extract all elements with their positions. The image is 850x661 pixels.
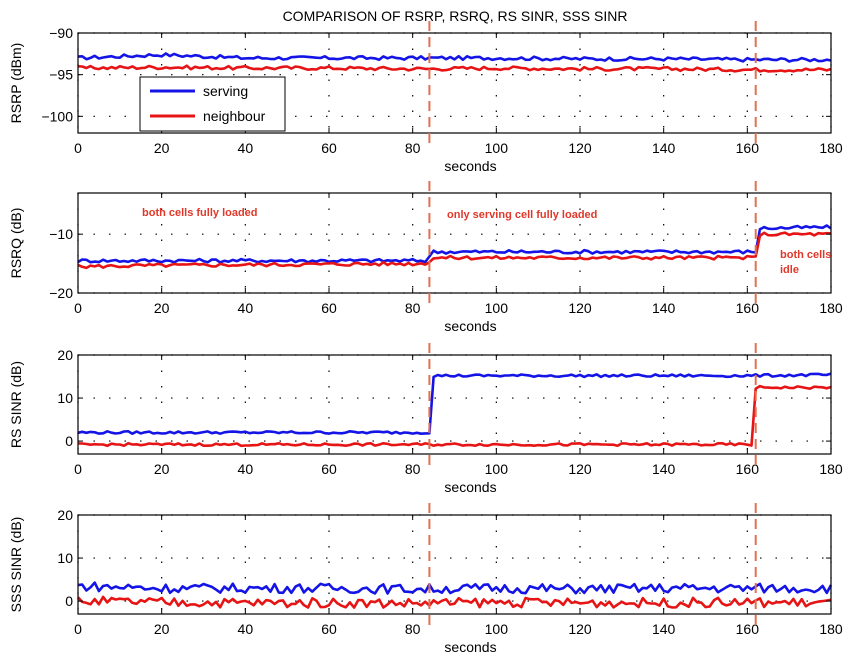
plot-frame	[77, 354, 832, 455]
x-tick-label: 60	[321, 300, 337, 316]
x-tick-label: 140	[652, 461, 676, 477]
x-tick-label: 160	[736, 461, 760, 477]
series-line-neighbour	[77, 64, 832, 73]
x-tick-label: 160	[736, 140, 760, 156]
x-tick-label: 40	[238, 461, 254, 477]
y-tick-label: −90	[49, 25, 73, 41]
x-tick-label: 80	[405, 621, 421, 637]
series-line-neighbour	[77, 595, 832, 609]
x-tick-label: 40	[238, 621, 254, 637]
figure-title: COMPARISON OF RSRP, RSRQ, RS SINR, SSS S…	[283, 8, 628, 24]
x-tick-label: 40	[238, 140, 254, 156]
annotation-both-loaded: both cells fully loaded	[142, 207, 258, 219]
x-tick-label: 80	[405, 461, 421, 477]
series-line-serving	[77, 52, 832, 63]
x-tick-label: 120	[568, 621, 592, 637]
y-tick-label: 0	[65, 433, 73, 449]
x-tick-label: 100	[485, 300, 509, 316]
x-tick-label: 100	[485, 140, 509, 156]
x-tick-label: 0	[74, 461, 82, 477]
x-axis-label: seconds	[444, 639, 496, 655]
x-tick-label: 180	[819, 621, 843, 637]
annotation-both-idle-line2: idle	[780, 264, 799, 276]
y-tick-label: −20	[49, 285, 73, 301]
x-tick-label: 140	[652, 140, 676, 156]
annotations: both cells fully loaded only serving cell…	[142, 207, 831, 276]
y-axis-label: RS SINR (dB)	[8, 361, 24, 448]
x-tick-label: 180	[819, 140, 843, 156]
x-tick-label: 20	[154, 140, 170, 156]
series-line-serving	[77, 581, 833, 595]
x-axis-label: seconds	[444, 318, 496, 334]
x-tick-label: 20	[154, 461, 170, 477]
y-axis-label: SSS SINR (dB)	[8, 517, 24, 613]
series-line-serving	[77, 224, 832, 264]
panel-1: 0 20 40 60 80 100 120 140 160 180 −90 −95 −100 second…	[8, 21, 843, 174]
x-tick-label: 180	[819, 300, 843, 316]
x-tick-label: 160	[736, 621, 760, 637]
legend-label-serving: serving	[203, 83, 248, 99]
series-line-neighbour	[77, 384, 832, 448]
plot-frame	[77, 192, 832, 294]
y-tick-label: 10	[57, 550, 73, 566]
y-tick-label: −95	[49, 67, 73, 83]
x-tick-label: 120	[568, 300, 592, 316]
y-axis-label: RSRP (dBm)	[8, 43, 24, 124]
x-tick-label: 180	[819, 461, 843, 477]
x-tick-label: 120	[568, 461, 592, 477]
y-tick-label: −100	[41, 108, 73, 124]
panel-2: 0 20 40 60 80 100 120 140 160 180 −10 −20 seconds RSR…	[8, 181, 843, 334]
x-tick-label: 20	[154, 621, 170, 637]
x-tick-label: 0	[74, 621, 82, 637]
x-tick-label: 100	[485, 621, 509, 637]
y-tick-label: 20	[57, 507, 73, 523]
plot-frame	[77, 32, 832, 134]
y-tick-label: 10	[57, 390, 73, 406]
x-tick-label: 0	[74, 140, 82, 156]
x-tick-label: 160	[736, 300, 760, 316]
legend-box	[139, 76, 286, 132]
y-axis-label: RSRQ (dB)	[8, 208, 24, 279]
legend-label-neighbour: neighbour	[203, 108, 266, 124]
legend: serving neighbour	[139, 76, 286, 132]
x-axis-label: seconds	[444, 158, 496, 174]
x-tick-label: 80	[405, 300, 421, 316]
x-tick-label: 60	[321, 621, 337, 637]
x-tick-label: 120	[568, 140, 592, 156]
series-line-serving	[77, 372, 832, 436]
series-line-neighbour	[77, 231, 832, 270]
x-axis-label: seconds	[444, 479, 496, 495]
x-tick-label: 40	[238, 300, 254, 316]
plot-frame	[77, 514, 832, 615]
y-tick-label: −10	[49, 226, 73, 242]
panel-4: 0 20 40 60 80 100 120 140 160 18020100secondsSSS …	[8, 503, 843, 655]
x-tick-label: 20	[154, 300, 170, 316]
x-tick-label: 80	[405, 140, 421, 156]
x-tick-label: 140	[652, 300, 676, 316]
x-tick-label: 60	[321, 140, 337, 156]
x-tick-label: 60	[321, 461, 337, 477]
y-tick-label: 20	[57, 347, 73, 363]
annotation-serving-loaded: only serving cell fully loaded	[447, 209, 597, 221]
x-tick-label: 100	[485, 461, 509, 477]
annotation-both-idle-line1: both cells	[780, 249, 831, 261]
y-tick-label: 0	[65, 593, 73, 609]
x-tick-label: 140	[652, 621, 676, 637]
x-tick-label: 0	[74, 300, 82, 316]
